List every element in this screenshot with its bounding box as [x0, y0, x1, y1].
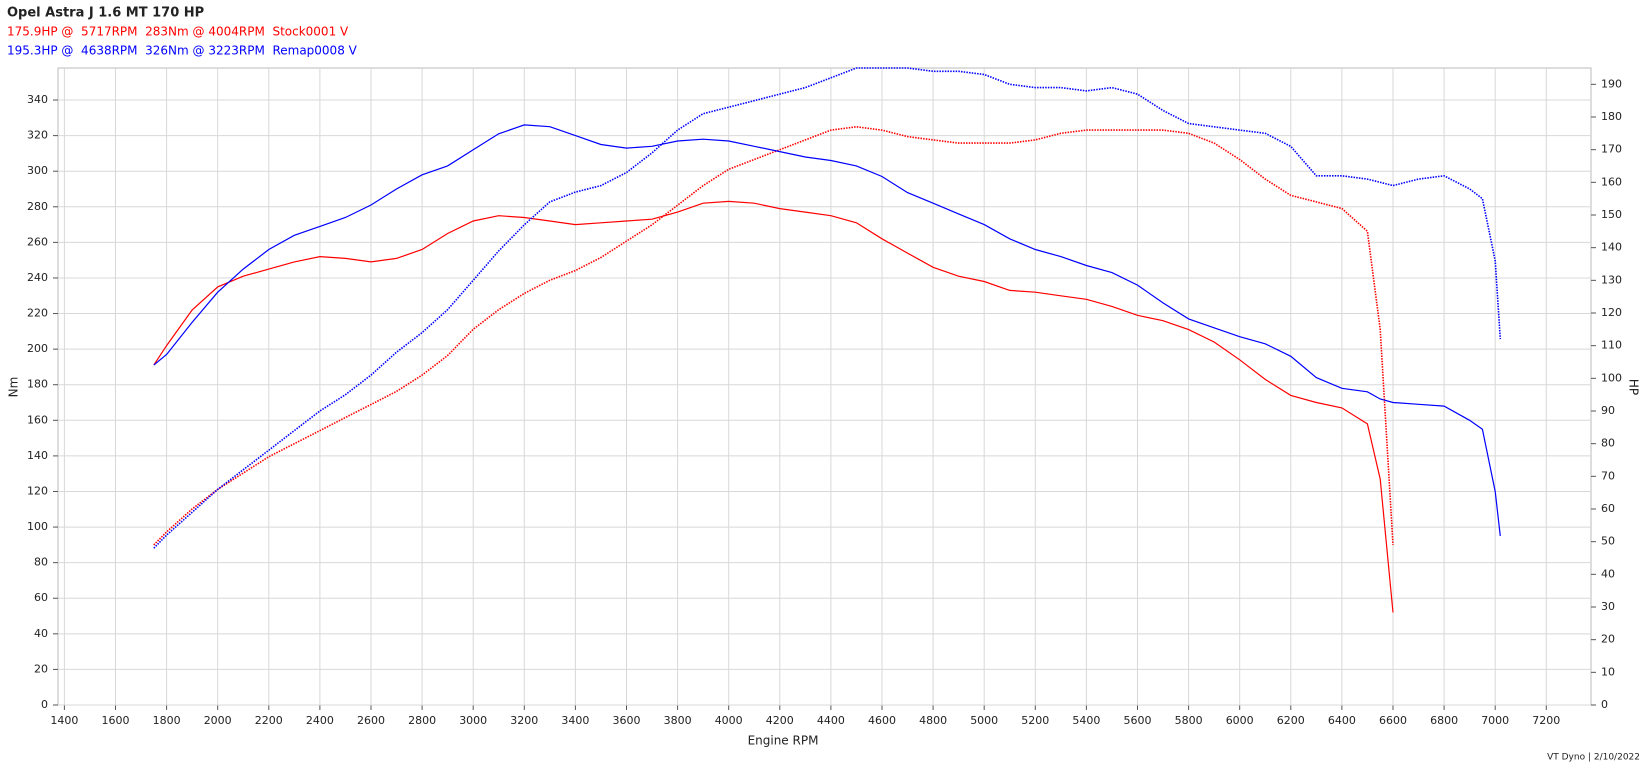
- y-tick-label: 140: [27, 449, 48, 462]
- y-tick-label: 220: [27, 307, 48, 320]
- y2-tick-label: 90: [1601, 404, 1615, 417]
- footer: VT Dyno | 2/10/2022: [1547, 753, 1640, 763]
- x-tick-label: 6400: [1328, 714, 1356, 727]
- header-line: 175.9HP @ 5717RPM 283Nm @ 4004RPM Stock0…: [7, 25, 349, 39]
- y2-tick-label: 130: [1601, 273, 1622, 286]
- y-tick-label: 340: [27, 93, 48, 106]
- x-tick-label: 5400: [1072, 714, 1100, 727]
- series-line: [153, 125, 1394, 546]
- x-tick-label: 5200: [1021, 714, 1049, 727]
- x-tick-label: 4600: [868, 714, 896, 727]
- x-tick-label: 3600: [612, 714, 640, 727]
- y-tick-label: 200: [27, 342, 48, 355]
- y-tick-label: 300: [27, 164, 48, 177]
- x-tick-label: 4800: [919, 714, 947, 727]
- y-tick-label: 40: [34, 627, 48, 640]
- y2-tick-label: 20: [1601, 633, 1615, 646]
- chart-title: Opel Astra J 1.6 MT 170 HP: [7, 6, 204, 21]
- y-tick-label: 160: [27, 413, 48, 426]
- y2-tick-label: 110: [1601, 339, 1622, 352]
- x-tick-label: 3800: [664, 714, 692, 727]
- y2-axis-label: HP: [1627, 379, 1641, 395]
- y2-tick-label: 180: [1601, 110, 1622, 123]
- y-tick-label: 240: [27, 271, 48, 284]
- x-tick-label: 2200: [255, 714, 283, 727]
- y2-tick-label: 50: [1601, 535, 1615, 548]
- y-tick-label: 20: [34, 662, 48, 675]
- series-line: [153, 124, 1501, 537]
- y-tick-label: 280: [27, 200, 48, 213]
- x-tick-label: 6200: [1277, 714, 1305, 727]
- y2-tick-label: 70: [1601, 469, 1615, 482]
- y2-tick-label: 190: [1601, 77, 1622, 90]
- y2-tick-label: 140: [1601, 241, 1622, 254]
- x-tick-label: 1800: [153, 714, 181, 727]
- header-line: 195.3HP @ 4638RPM 326Nm @ 3223RPM Remap0…: [7, 44, 358, 58]
- x-axis-label: Engine RPM: [748, 734, 819, 748]
- y2-tick-label: 40: [1601, 567, 1615, 580]
- y2-tick-label: 30: [1601, 600, 1615, 613]
- x-tick-label: 2800: [408, 714, 436, 727]
- y2-tick-label: 100: [1601, 371, 1622, 384]
- plot-area: [57, 67, 1592, 706]
- y2-tick-label: 10: [1601, 665, 1615, 678]
- x-tick-label: 5600: [1123, 714, 1151, 727]
- y-tick-label: 180: [27, 378, 48, 391]
- x-tick-label: 2000: [204, 714, 232, 727]
- series-line: [153, 200, 1394, 613]
- y2-tick-label: 150: [1601, 208, 1622, 221]
- y-axis-label: Nm: [7, 377, 21, 398]
- y-tick-label: 60: [34, 591, 48, 604]
- x-tick-label: 4200: [766, 714, 794, 727]
- y2-tick-label: 170: [1601, 143, 1622, 156]
- x-tick-label: 3200: [510, 714, 538, 727]
- x-tick-label: 6000: [1226, 714, 1254, 727]
- y2-tick-label: 60: [1601, 502, 1615, 515]
- x-tick-label: 4400: [817, 714, 845, 727]
- x-tick-label: 5800: [1175, 714, 1203, 727]
- x-tick-label: 1600: [101, 714, 129, 727]
- x-tick-label: 7000: [1481, 714, 1509, 727]
- x-tick-label: 2600: [357, 714, 385, 727]
- y2-tick-label: 80: [1601, 437, 1615, 450]
- y2-tick-label: 120: [1601, 306, 1622, 319]
- x-tick-label: 6600: [1379, 714, 1407, 727]
- y-tick-label: 260: [27, 235, 48, 248]
- y-tick-label: 100: [27, 520, 48, 533]
- y-tick-label: 120: [27, 484, 48, 497]
- x-tick-label: 6800: [1430, 714, 1458, 727]
- y-tick-label: 0: [41, 698, 48, 711]
- x-tick-label: 5000: [970, 714, 998, 727]
- y2-tick-label: 160: [1601, 175, 1622, 188]
- x-tick-label: 2400: [306, 714, 334, 727]
- x-tick-label: 1400: [50, 714, 78, 727]
- y2-tick-label: 0: [1601, 698, 1608, 711]
- x-tick-label: 7200: [1532, 714, 1560, 727]
- x-tick-label: 3400: [561, 714, 589, 727]
- y-tick-label: 320: [27, 129, 48, 142]
- y-tick-label: 80: [34, 556, 48, 569]
- x-tick-label: 3000: [459, 714, 487, 727]
- x-tick-label: 4000: [715, 714, 743, 727]
- series-line: [153, 67, 1502, 549]
